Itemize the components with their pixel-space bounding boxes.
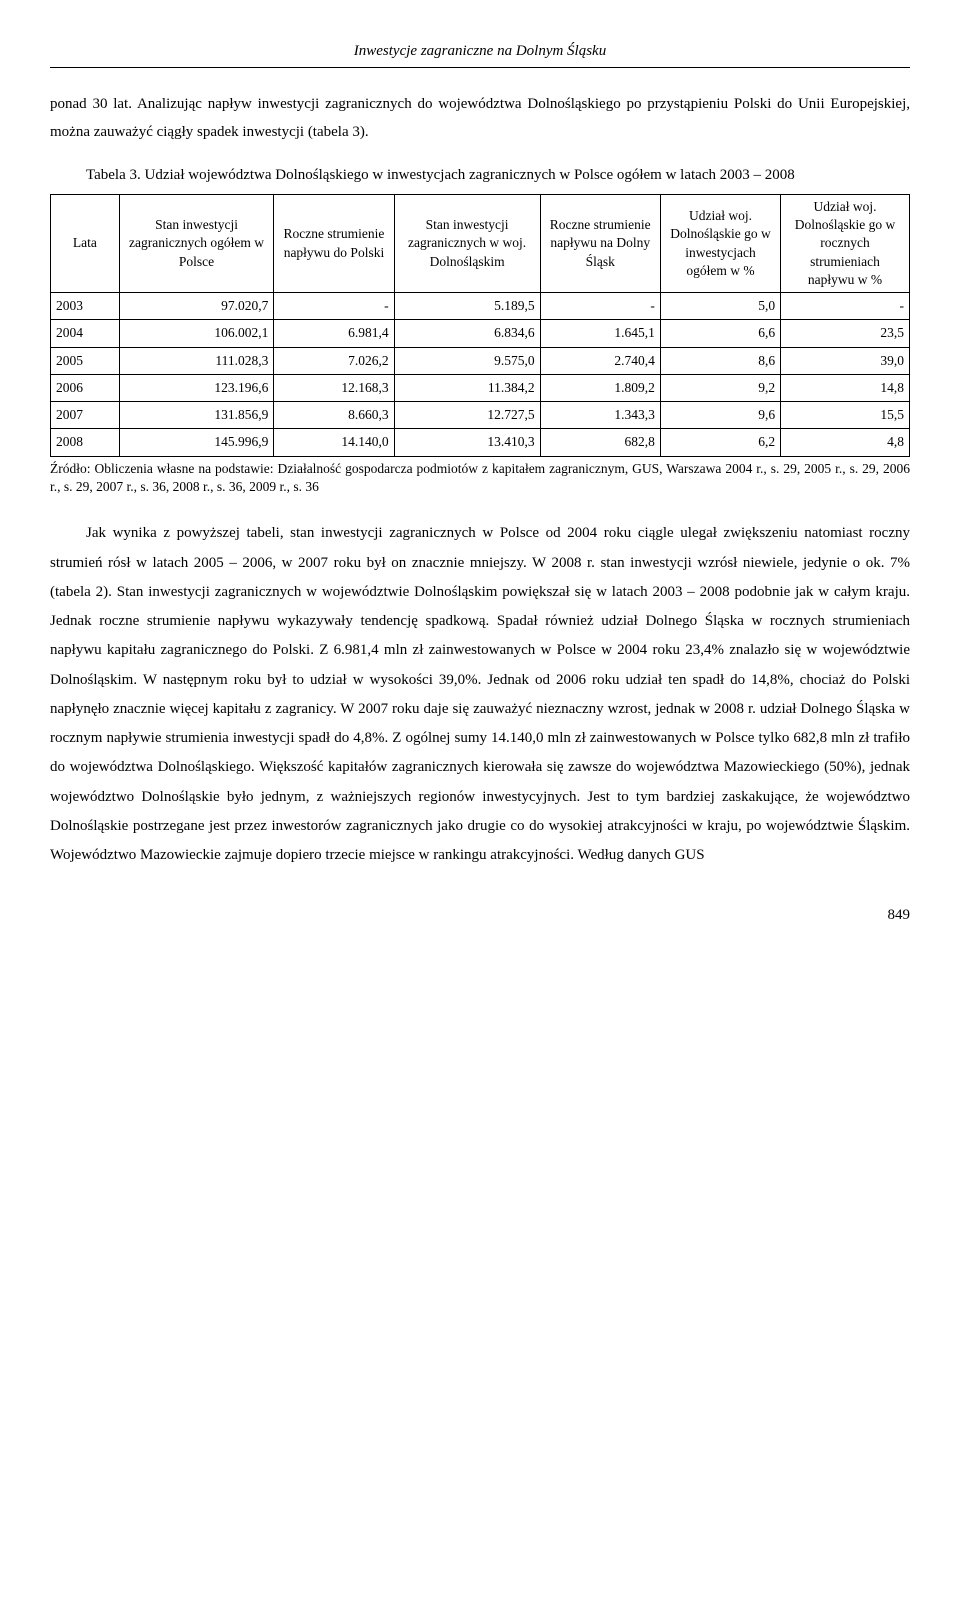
- table-cell: 123.196,6: [119, 374, 274, 401]
- intro-paragraph: ponad 30 lat. Analizując napływ inwestyc…: [50, 90, 910, 147]
- table-cell: -: [540, 293, 660, 320]
- table-cell: 111.028,3: [119, 347, 274, 374]
- table-row: 2006123.196,612.168,311.384,21.809,29,21…: [51, 374, 910, 401]
- table-cell: 8,6: [660, 347, 780, 374]
- table-cell: 2007: [51, 402, 120, 429]
- table-cell: 5.189,5: [394, 293, 540, 320]
- table-cell: 1.645,1: [540, 320, 660, 347]
- table-cell: 682,8: [540, 429, 660, 456]
- table-cell: 6,2: [660, 429, 780, 456]
- table-cell: 13.410,3: [394, 429, 540, 456]
- table-cell: 15,5: [781, 402, 910, 429]
- running-title: Inwestycje zagraniczne na Dolnym Śląsku: [50, 40, 910, 63]
- table-cell: 2004: [51, 320, 120, 347]
- table-cell: 11.384,2: [394, 374, 540, 401]
- table-header-cell: Roczne strumienie napływu na Dolny Śląsk: [540, 195, 660, 293]
- table-cell: 9.575,0: [394, 347, 540, 374]
- table-cell: 5,0: [660, 293, 780, 320]
- table-header-row: LataStan inwestycji zagranicznych ogółem…: [51, 195, 910, 293]
- data-table: LataStan inwestycji zagranicznych ogółem…: [50, 194, 910, 457]
- table-row: 2008145.996,914.140,013.410,3682,86,24,8: [51, 429, 910, 456]
- table-header-cell: Lata: [51, 195, 120, 293]
- table-header-cell: Udział woj. Dolnośląskie go w inwestycja…: [660, 195, 780, 293]
- table-cell: 145.996,9: [119, 429, 274, 456]
- table-cell: 106.002,1: [119, 320, 274, 347]
- table-cell: 23,5: [781, 320, 910, 347]
- table-cell: 14.140,0: [274, 429, 394, 456]
- table-cell: 14,8: [781, 374, 910, 401]
- table-cell: 9,6: [660, 402, 780, 429]
- table-header-cell: Udział woj. Dolnośląskie go w rocznych s…: [781, 195, 910, 293]
- table-row: 200397.020,7-5.189,5-5,0-: [51, 293, 910, 320]
- header-rule: [50, 67, 910, 68]
- table-row: 2007131.856,98.660,312.727,51.343,39,615…: [51, 402, 910, 429]
- table-cell: 97.020,7: [119, 293, 274, 320]
- table-cell: 8.660,3: [274, 402, 394, 429]
- table-header-cell: Roczne strumienie napływu do Polski: [274, 195, 394, 293]
- table-cell: -: [274, 293, 394, 320]
- table-header-cell: Stan inwestycji zagranicznych ogółem w P…: [119, 195, 274, 293]
- table-cell: 4,8: [781, 429, 910, 456]
- table-source: Źródło: Obliczenia własne na podstawie: …: [50, 460, 910, 498]
- table-cell: -: [781, 293, 910, 320]
- page-number: 849: [50, 904, 910, 927]
- table-cell: 9,2: [660, 374, 780, 401]
- table-body: 200397.020,7-5.189,5-5,0-2004106.002,16.…: [51, 293, 910, 457]
- table-cell: 2006: [51, 374, 120, 401]
- table-cell: 12.168,3: [274, 374, 394, 401]
- table-cell: 12.727,5: [394, 402, 540, 429]
- table-cell: 6.981,4: [274, 320, 394, 347]
- table-cell: 6,6: [660, 320, 780, 347]
- table-row: 2005111.028,37.026,29.575,02.740,48,639,…: [51, 347, 910, 374]
- table-cell: 1.809,2: [540, 374, 660, 401]
- table-caption: Tabela 3. Udział województwa Dolnośląski…: [50, 163, 910, 189]
- table-cell: 131.856,9: [119, 402, 274, 429]
- table-cell: 1.343,3: [540, 402, 660, 429]
- table-header-cell: Stan inwestycji zagranicznych w woj. Dol…: [394, 195, 540, 293]
- table-cell: 2003: [51, 293, 120, 320]
- table-cell: 39,0: [781, 347, 910, 374]
- table-cell: 2.740,4: [540, 347, 660, 374]
- table-cell: 6.834,6: [394, 320, 540, 347]
- body-paragraph: Jak wynika z powyższej tabeli, stan inwe…: [50, 519, 910, 870]
- table-cell: 7.026,2: [274, 347, 394, 374]
- table-row: 2004106.002,16.981,46.834,61.645,16,623,…: [51, 320, 910, 347]
- table-cell: 2008: [51, 429, 120, 456]
- table-cell: 2005: [51, 347, 120, 374]
